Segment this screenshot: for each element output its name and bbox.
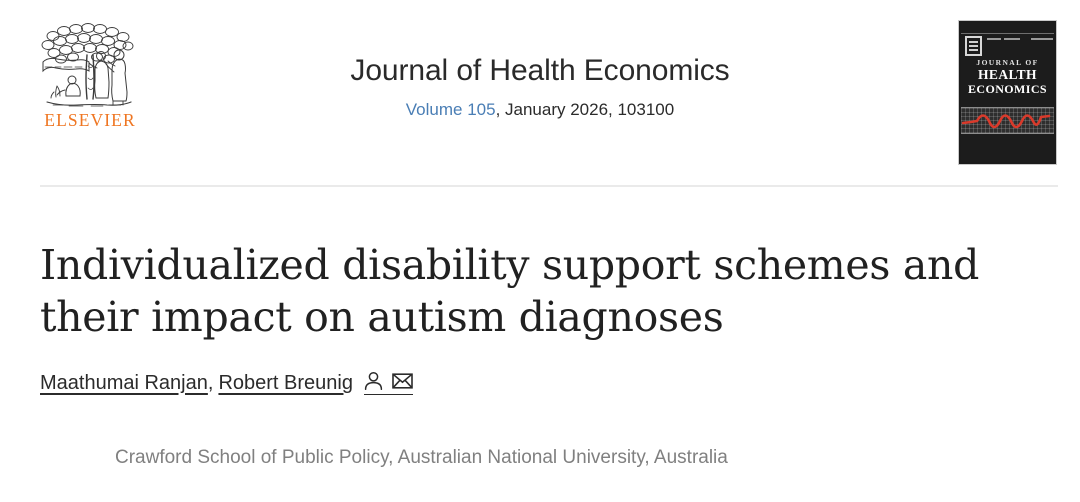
journal-issue-line: Volume 105, January 2026, 103100 xyxy=(230,99,850,121)
elsevier-logo[interactable]: ELSEVIER xyxy=(35,22,145,134)
journal-header: ELSEVIER Journal of Health Economics Vol… xyxy=(0,0,1080,187)
journal-cover-art: JOURNAL OF HEALTH ECONOMICS xyxy=(961,23,1054,162)
cover-ecg-band xyxy=(961,107,1054,134)
cover-title-journal-of: JOURNAL OF xyxy=(976,58,1039,67)
journal-info: Journal of Health Economics Volume 105, … xyxy=(230,52,850,121)
author-list: Maathumai Ranjan, Robert Breunig xyxy=(40,371,413,395)
cover-title-economics: ECONOMICS xyxy=(968,82,1047,97)
journal-volume-link[interactable]: Volume 105 xyxy=(405,100,496,119)
person-icon[interactable] xyxy=(364,371,383,391)
ecg-wave-icon xyxy=(961,114,1051,129)
author-link-2[interactable]: Robert Breunig xyxy=(218,371,353,394)
envelope-icon[interactable] xyxy=(392,372,413,390)
cover-elsevier-icon xyxy=(965,36,982,56)
cover-microtext-3 xyxy=(1031,38,1053,40)
journal-cover-thumbnail[interactable]: JOURNAL OF HEALTH ECONOMICS xyxy=(958,20,1057,165)
cover-microtext-2 xyxy=(1004,38,1020,40)
cover-top-rule xyxy=(961,33,1054,34)
header-divider xyxy=(40,185,1058,187)
journal-title: Journal of Health Economics xyxy=(350,54,730,87)
elsevier-wordmark: ELSEVIER xyxy=(44,110,136,130)
cover-microtext-1 xyxy=(987,38,1001,40)
author-icon-group xyxy=(363,371,413,395)
article-title: Individualized disability support scheme… xyxy=(40,241,980,342)
cover-title-block: JOURNAL OF HEALTH ECONOMICS xyxy=(961,59,1054,96)
author-affiliation: Crawford School of Public Policy, Austra… xyxy=(115,447,728,468)
author-separator: , xyxy=(207,371,214,394)
author-link-1[interactable]: Maathumai Ranjan xyxy=(40,371,208,394)
journal-issue-details: , January 2026, 103100 xyxy=(495,100,675,119)
elsevier-tree-logo xyxy=(41,23,134,107)
cover-title-health: HEALTH xyxy=(978,66,1037,82)
